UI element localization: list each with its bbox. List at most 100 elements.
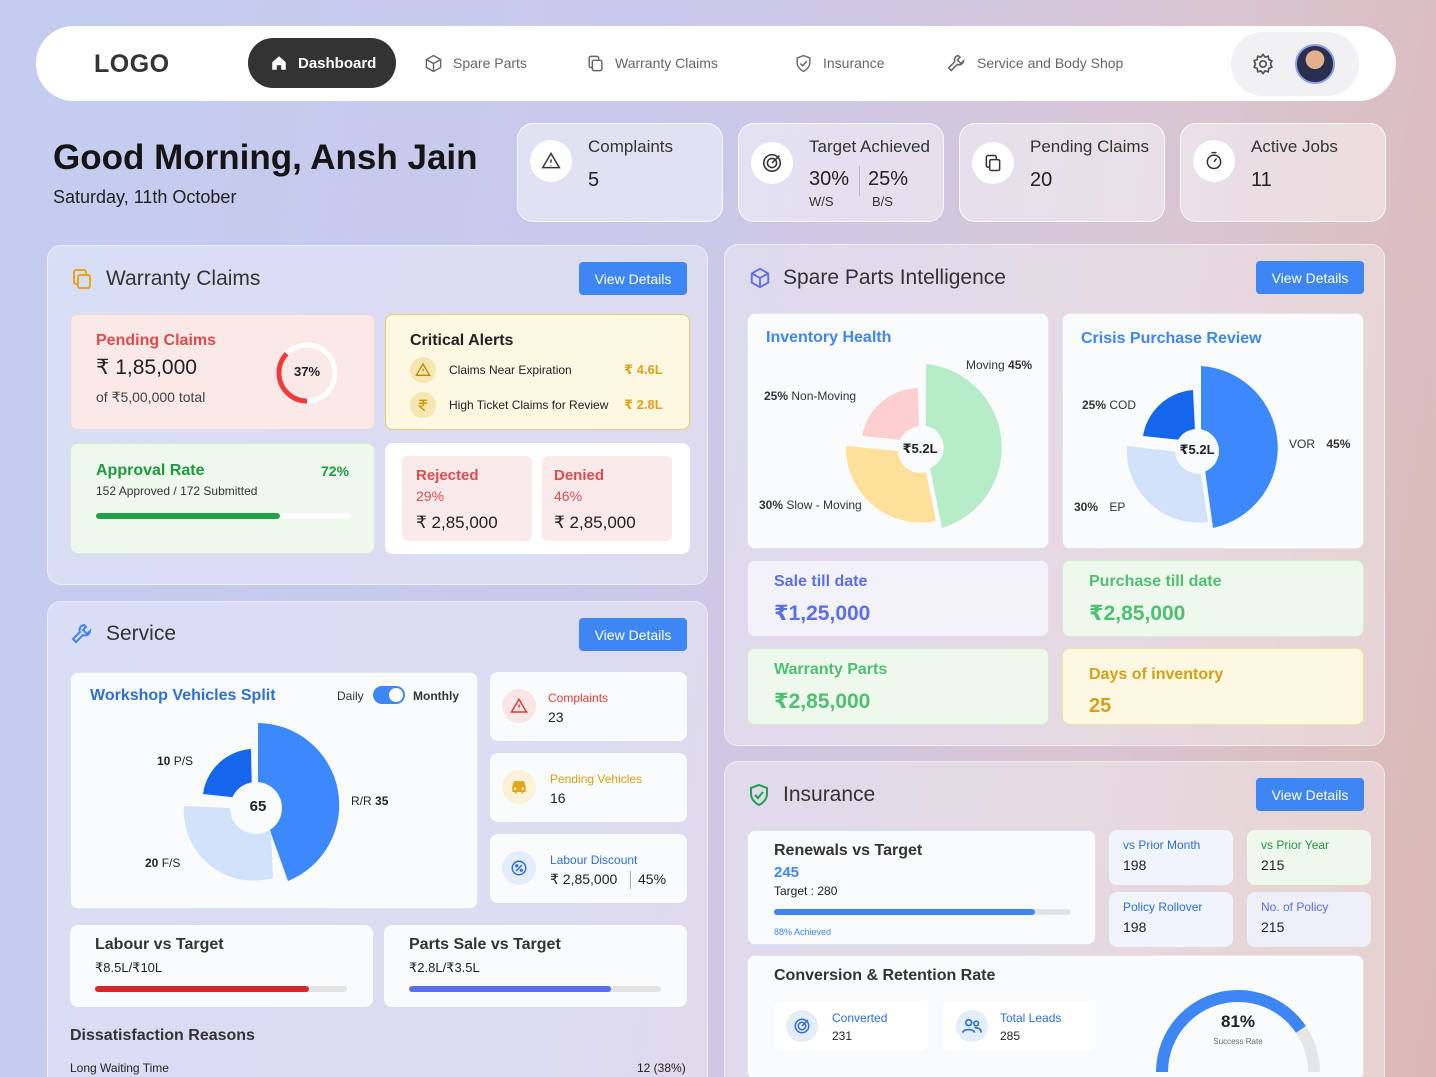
stat-complaints[interactable]: Complaints 5	[517, 123, 723, 222]
warranty-view-details-button[interactable]: View Details	[579, 262, 687, 295]
daily-monthly-toggle[interactable]	[373, 686, 405, 704]
stat-pending-claims[interactable]: Pending Claims 20	[959, 123, 1165, 222]
nav-service-body-shop[interactable]: Service and Body Shop	[946, 38, 1123, 88]
divider	[630, 871, 631, 889]
prior-year-label: vs Prior Year	[1261, 838, 1330, 852]
rr-label-text: R/R	[351, 794, 372, 808]
copy-icon	[588, 55, 603, 71]
nav-service-label: Service and Body Shop	[977, 55, 1124, 71]
slice-slow-moving	[845, 446, 936, 523]
renewals-card[interactable]: Renewals vs Target 245 Target : 280 88% …	[747, 830, 1096, 945]
gear-icon[interactable]	[1251, 52, 1275, 76]
pending-vehicles-card[interactable]: Pending Vehicles 16	[490, 753, 687, 822]
policy-rollover-card[interactable]: Policy Rollover 198	[1109, 892, 1233, 947]
renewals-bar-fill	[774, 909, 1036, 915]
labour-target-bar	[95, 986, 347, 992]
fs-value: 20	[145, 856, 159, 870]
pending-claims-percent: 37%	[293, 364, 321, 379]
success-rate-value: 81%	[1220, 1012, 1256, 1031]
insurance-title: Insurance	[747, 783, 875, 807]
slice-vor	[1201, 366, 1278, 528]
car-icon	[512, 781, 526, 794]
stat-target-ws: 30%	[809, 168, 850, 190]
avatar[interactable]	[1295, 44, 1335, 84]
moving-label: Moving 45%	[966, 358, 1032, 372]
nav-warranty-claims-label: Warranty Claims	[615, 55, 718, 71]
rejected-box[interactable]: Rejected 29% ₹ 2,85,000	[402, 456, 532, 541]
nav-warranty-claims[interactable]: Warranty Claims	[586, 38, 718, 88]
wrench-icon	[71, 623, 92, 644]
shield-icon	[750, 783, 768, 807]
stat-active-jobs[interactable]: Active Jobs 11	[1180, 123, 1386, 222]
num-policy-card[interactable]: No. of Policy 215	[1247, 892, 1371, 947]
prior-year-card[interactable]: vs Prior Year 215	[1247, 830, 1371, 885]
warranty-parts-card[interactable]: Warranty Parts ₹2,85,000	[747, 648, 1049, 725]
workshop-split-chart	[183, 723, 340, 881]
denied-box[interactable]: Denied 46% ₹ 2,85,000	[542, 456, 672, 541]
renewals-label: Renewals vs Target	[774, 842, 923, 859]
nav-spare-parts[interactable]: Spare Parts	[424, 38, 527, 88]
pending-claims-amount: ₹ 1,85,000	[96, 356, 197, 379]
sale-till-date-card[interactable]: Sale till date ₹1,25,000	[747, 560, 1049, 637]
num-policy-value: 215	[1261, 919, 1285, 935]
greeting-date: Saturday, 11th October	[53, 187, 237, 207]
nav-insurance[interactable]: Insurance	[794, 38, 884, 88]
parts-target-label: Parts Sale vs Target	[409, 936, 561, 953]
converted-card[interactable]: Converted 231	[774, 1001, 928, 1051]
dissatisfaction-item-label: Long Waiting Time	[70, 1061, 169, 1075]
nonmoving-label-text: Non-Moving	[791, 389, 857, 403]
service-complaints-label: Complaints	[548, 691, 609, 705]
fs-label: 20 F/S	[145, 856, 180, 870]
converted-label: Converted	[832, 1011, 888, 1025]
vor-label: VOR 45%	[1289, 437, 1350, 451]
labour-discount-label: Labour Discount	[550, 853, 638, 867]
stat-target-achieved[interactable]: Target Achieved 30% W/S 25% B/S	[738, 123, 944, 222]
slice-ps	[203, 749, 252, 799]
stat-pending-label: Pending Claims	[1030, 137, 1150, 156]
parts-target-card[interactable]: Parts Sale vs Target ₹2.8L/₹3.5L	[384, 925, 687, 1007]
moving-label-text: Moving	[966, 358, 1005, 372]
gauge-fill	[1156, 990, 1320, 1073]
dissatisfaction-item-value: 12 (38%)	[637, 1061, 686, 1075]
crisis-center: ₹5.2L	[1179, 442, 1215, 457]
approval-rate-card[interactable]: Approval Rate 72% 152 Approved / 172 Sub…	[70, 443, 375, 554]
spare-title-text: Spare Parts Intelligence	[783, 266, 1006, 289]
days-inventory-value: 25	[1089, 695, 1112, 717]
pending-claims-card[interactable]: Pending Claims ₹ 1,85,000 of ₹5,00,000 t…	[70, 314, 375, 430]
warning-icon	[415, 362, 431, 376]
sale-label: Sale till date	[774, 573, 868, 590]
nav-spare-parts-label: Spare Parts	[453, 55, 527, 71]
insurance-view-details-button[interactable]: View Details	[1256, 778, 1364, 811]
stat-target-label: Target Achieved	[809, 137, 930, 156]
warranty-parts-label: Warranty Parts	[774, 661, 888, 678]
labour-discount-card[interactable]: Labour Discount ₹ 2,85,000 45%	[490, 834, 687, 903]
prior-month-value: 198	[1123, 857, 1147, 873]
home-icon	[272, 56, 286, 70]
nav-dashboard[interactable]: Dashboard	[248, 38, 397, 88]
pending-vehicles-label: Pending Vehicles	[550, 772, 643, 786]
toggle-daily-label: Daily	[337, 689, 364, 703]
target-icon	[794, 1018, 810, 1034]
prior-month-card[interactable]: vs Prior Month 198	[1109, 830, 1233, 885]
conversion-card: Conversion & Retention Rate Converted 23…	[747, 955, 1364, 1077]
workshop-split-title: Workshop Vehicles Split	[90, 687, 276, 704]
service-complaints-card[interactable]: Complaints 23	[490, 672, 687, 741]
converted-value: 231	[832, 1029, 853, 1043]
spare-view-details-button[interactable]: View Details	[1256, 261, 1364, 294]
stat-target-bs: 25%	[868, 168, 909, 190]
service-view-details-button[interactable]: View Details	[579, 618, 687, 651]
parts-target-bar-fill	[409, 986, 611, 992]
slice-non-moving	[862, 388, 919, 440]
car-icon-wrap	[502, 770, 536, 804]
purchase-till-date-card[interactable]: Purchase till date ₹2,85,000	[1062, 560, 1364, 637]
alert-item-value: ₹ 4.6L	[624, 362, 663, 377]
stat-active-value: 11	[1251, 169, 1272, 191]
total-leads-label: Total Leads	[1000, 1011, 1062, 1025]
total-leads-card[interactable]: Total Leads 285	[942, 1001, 1096, 1051]
labour-target-card[interactable]: Labour vs Target ₹8.5L/₹10L	[70, 925, 373, 1007]
rejected-label: Rejected	[416, 467, 479, 484]
crisis-purchase-title: Crisis Purchase Review	[1081, 330, 1262, 347]
rejected-percent: 29%	[416, 488, 445, 504]
success-rate-gauge	[1156, 990, 1320, 1073]
days-inventory-card[interactable]: Days of inventory 25	[1062, 648, 1364, 725]
